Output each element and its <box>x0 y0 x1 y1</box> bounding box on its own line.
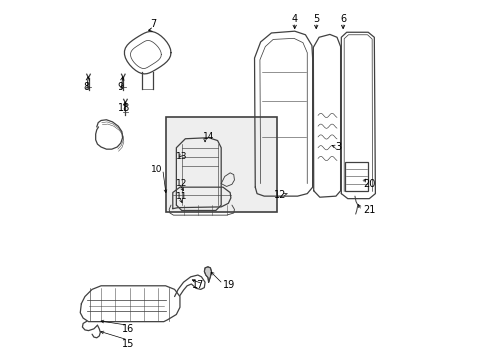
Text: 17: 17 <box>192 280 204 290</box>
Text: 18: 18 <box>118 103 130 113</box>
Text: 4: 4 <box>291 14 297 24</box>
Text: 12: 12 <box>273 190 285 200</box>
Text: 7: 7 <box>150 19 156 29</box>
Text: 12: 12 <box>176 179 187 188</box>
Text: 9: 9 <box>118 82 123 92</box>
Polygon shape <box>204 267 211 282</box>
Text: 11: 11 <box>176 192 187 201</box>
Text: 21: 21 <box>362 206 374 216</box>
Text: 3: 3 <box>335 142 341 152</box>
Text: 20: 20 <box>362 179 374 189</box>
Text: 5: 5 <box>312 14 319 24</box>
Bar <box>344 162 367 191</box>
Text: 10: 10 <box>150 165 162 174</box>
Text: 14: 14 <box>203 132 214 141</box>
Text: 8: 8 <box>83 82 90 92</box>
Bar <box>165 117 276 212</box>
Text: 19: 19 <box>223 280 235 290</box>
Text: 6: 6 <box>339 14 346 24</box>
Text: 15: 15 <box>122 339 134 349</box>
Text: 13: 13 <box>176 152 187 161</box>
Text: 16: 16 <box>122 324 134 334</box>
